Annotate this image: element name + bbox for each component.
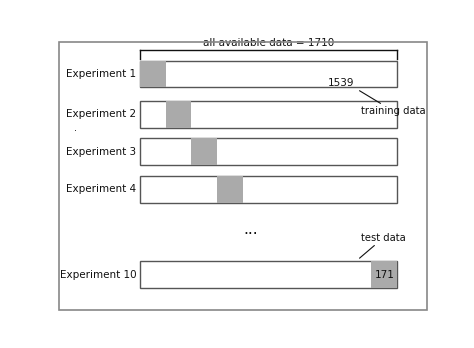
Text: test data: test data <box>359 233 406 258</box>
FancyBboxPatch shape <box>217 176 243 203</box>
Text: 171: 171 <box>374 270 394 280</box>
Text: Experiment 4: Experiment 4 <box>66 184 137 194</box>
Text: all available data = 1710: all available data = 1710 <box>203 39 334 48</box>
Text: Experiment 3: Experiment 3 <box>66 147 137 157</box>
FancyBboxPatch shape <box>191 138 217 165</box>
FancyBboxPatch shape <box>140 261 397 288</box>
FancyBboxPatch shape <box>140 61 166 87</box>
FancyBboxPatch shape <box>372 261 397 288</box>
FancyBboxPatch shape <box>140 176 397 203</box>
Text: Experiment 2: Experiment 2 <box>66 109 137 119</box>
FancyBboxPatch shape <box>140 101 397 127</box>
Text: 1539: 1539 <box>328 78 354 88</box>
Text: Experiment 10: Experiment 10 <box>60 270 137 280</box>
Text: ...: ... <box>243 222 257 237</box>
Text: training data: training data <box>359 91 426 116</box>
FancyBboxPatch shape <box>140 61 397 87</box>
FancyBboxPatch shape <box>166 101 191 127</box>
FancyBboxPatch shape <box>140 138 397 165</box>
Text: .: . <box>74 122 77 133</box>
Text: Experiment 1: Experiment 1 <box>66 69 137 79</box>
